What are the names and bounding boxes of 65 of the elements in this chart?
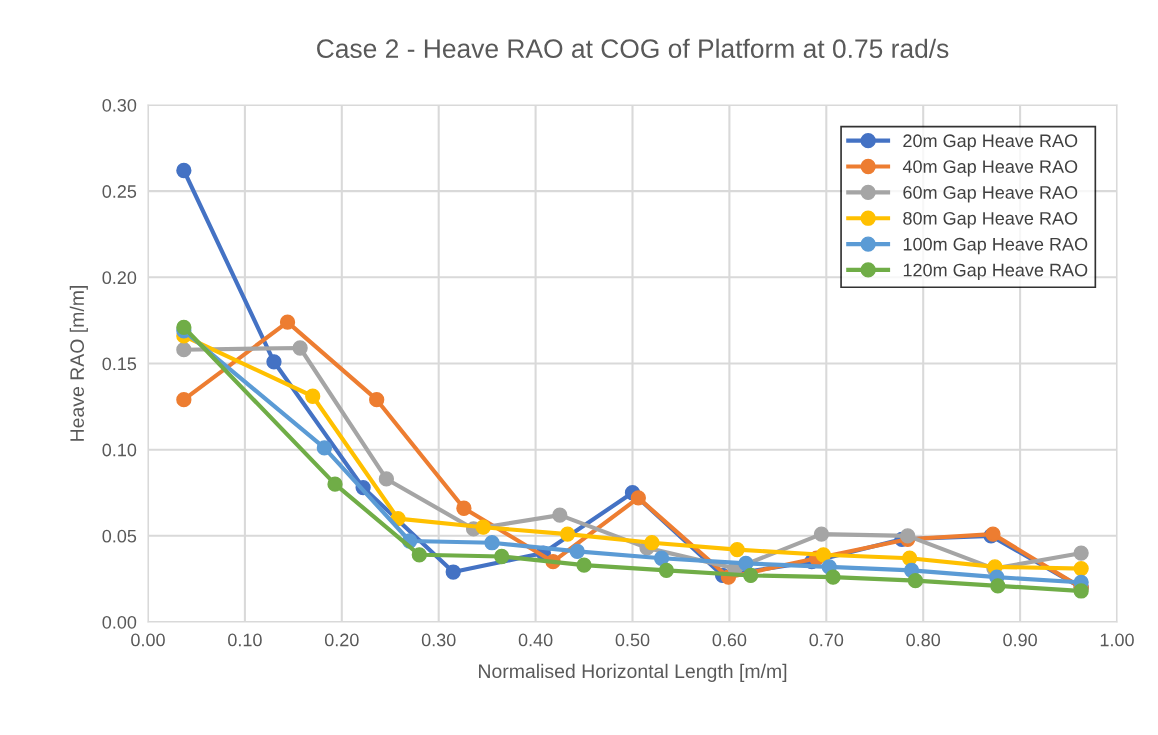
point — [559, 526, 576, 542]
x-axis-title: Normalised Horizontal Length [m/m] — [479, 663, 787, 682]
point — [990, 578, 1006, 594]
point — [813, 526, 830, 542]
x-tick-label: 0.50 — [615, 633, 650, 647]
x-tick-label: 1.00 — [1100, 633, 1134, 647]
point — [378, 471, 395, 487]
x-tick-label: 0.30 — [421, 633, 456, 647]
legend-label: 20m Gap Heave RAO — [903, 134, 1078, 151]
point — [305, 388, 321, 404]
point — [176, 342, 192, 358]
point — [738, 555, 754, 572]
y-tick-label: 0.00 — [102, 615, 137, 629]
y-tick-label: 0.15 — [102, 357, 137, 371]
legend-label: 80m Gap Heave RAO — [903, 211, 1078, 229]
point — [279, 314, 296, 330]
point — [907, 573, 924, 589]
point — [569, 543, 585, 559]
x-tick-label: 0.70 — [809, 633, 844, 647]
point — [176, 162, 192, 179]
point — [630, 490, 646, 506]
point — [644, 535, 660, 551]
point — [292, 340, 308, 356]
y-tick-label: 0.10 — [102, 443, 137, 457]
point — [456, 500, 472, 516]
point — [494, 548, 510, 565]
point — [327, 476, 343, 492]
x-tick-label: 0.90 — [1003, 633, 1037, 647]
point — [445, 564, 461, 580]
legend-label: 120m Gap Heave RAO — [903, 263, 1088, 281]
point — [411, 547, 427, 563]
legend-label: 60m Gap Heave RAO — [903, 186, 1078, 203]
point — [729, 541, 745, 558]
point — [1073, 560, 1089, 577]
point — [1073, 545, 1089, 561]
x-tick-label: 0.40 — [518, 633, 553, 647]
point — [266, 354, 282, 370]
x-tick-label: 0.20 — [324, 633, 359, 647]
x-tick-label: 0.60 — [712, 633, 747, 647]
y-axis-title: Heave RAO [m/m] — [69, 286, 88, 441]
y-tick-label: 0.30 — [102, 98, 137, 112]
point — [658, 562, 675, 578]
chart-title: Case 2 - Heave RAO at COG of Platform at 0.75 rad/s — [317, 38, 949, 59]
point — [475, 519, 491, 535]
y-tick-label: 0.05 — [102, 529, 137, 543]
point — [369, 392, 385, 408]
point — [653, 550, 670, 566]
point — [901, 550, 918, 566]
legend-label: 40m Gap Heave RAO — [902, 160, 1078, 177]
point — [316, 440, 332, 456]
legend-label: 100m Gap Heave RAO — [903, 237, 1088, 255]
y-tick-label: 0.25 — [102, 185, 137, 198]
x-tick-label: 0.00 — [131, 633, 165, 647]
point — [176, 319, 192, 335]
point — [815, 547, 832, 563]
point — [1073, 583, 1089, 599]
x-tick-label: 0.80 — [906, 633, 941, 647]
y-tick-label: 0.20 — [102, 271, 137, 285]
point — [576, 557, 592, 573]
point — [484, 535, 500, 551]
point — [552, 507, 568, 523]
point — [825, 569, 841, 585]
point — [176, 392, 192, 408]
point — [743, 567, 759, 584]
x-tick-label: 0.10 — [228, 633, 262, 647]
